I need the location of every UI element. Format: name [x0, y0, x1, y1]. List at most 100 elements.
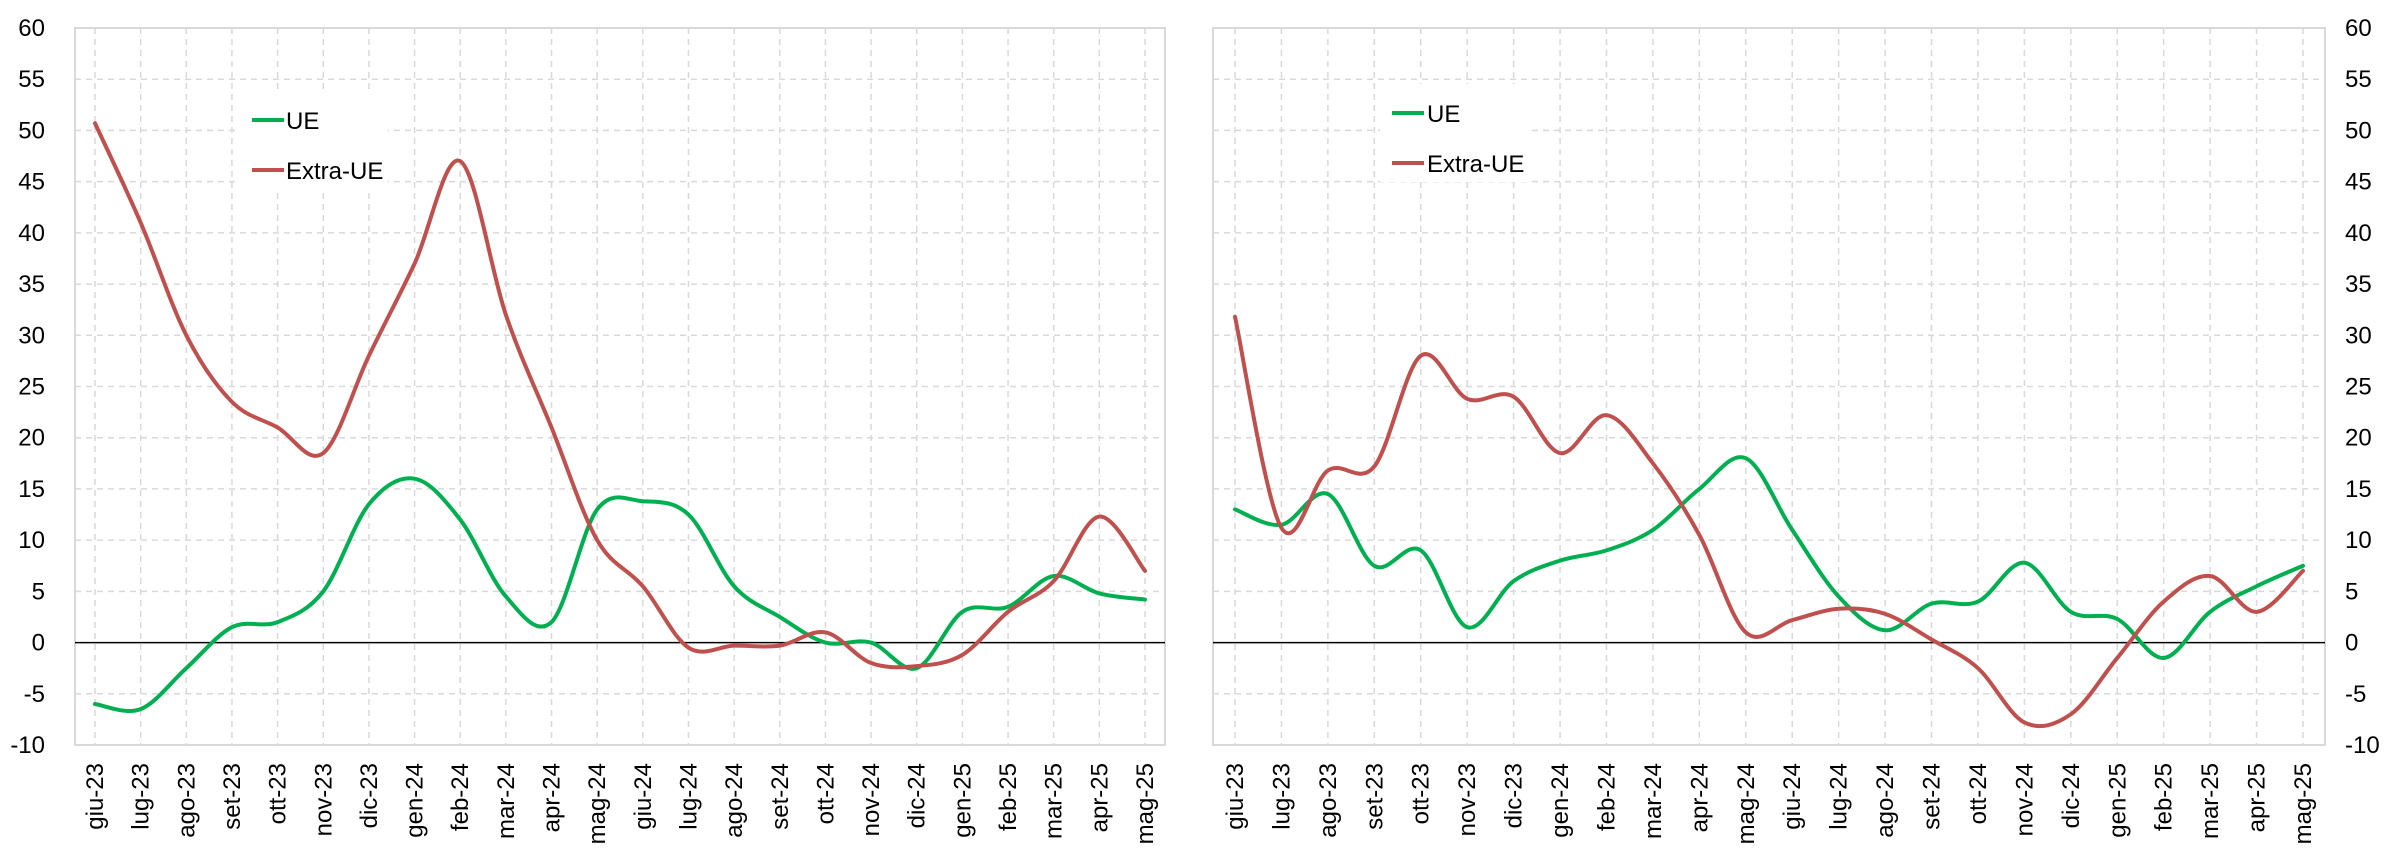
x-tick-label: gen-25 [2104, 763, 2131, 838]
legend-label-extra-ue: Extra-UE [1427, 151, 1524, 178]
y-tick-label: 60 [2345, 15, 2372, 42]
x-tick-label: apr-24 [539, 763, 566, 832]
y-tick-label: -10 [2345, 732, 2380, 759]
x-tick-label: set-23 [219, 763, 246, 830]
series-lines [1233, 314, 2305, 729]
x-tick-label: apr-24 [1686, 763, 1713, 832]
x-tick-label: dic-24 [2058, 763, 2085, 828]
y-tick-label: 60 [18, 15, 45, 42]
x-tick-label: giu-23 [1222, 763, 1249, 830]
y-tick-label: 5 [2345, 578, 2358, 605]
x-tick-label: nov-23 [310, 763, 337, 836]
y-tick-label: -5 [2345, 681, 2366, 708]
x-tick-label: nov-24 [858, 763, 885, 836]
y-tick-label: 30 [18, 322, 45, 349]
x-tick-label: lug-23 [1268, 763, 1295, 830]
x-tick-label: set-24 [767, 763, 794, 830]
x-tick-label: ago-24 [721, 763, 748, 838]
x-tick-label: nov-24 [2011, 763, 2038, 836]
series-line-extra-ue [1233, 314, 2305, 729]
x-tick-label: lug-23 [128, 763, 155, 830]
x-axis-ticks: giu-23 lug-23 ago-23 set-23 ott-23 nov-23 dic-… [82, 763, 1159, 844]
x-tick-label: mag-24 [1733, 763, 1760, 844]
x-tick-label: mar-24 [493, 763, 520, 839]
y-tick-label: 0 [32, 630, 45, 657]
y-tick-label: 35 [18, 271, 45, 298]
x-tick-label: giu-23 [82, 763, 109, 830]
x-tick-label: mag-24 [584, 763, 611, 844]
legend-label-extra-ue: Extra-UE [286, 158, 383, 185]
x-tick-label: ott-23 [1408, 763, 1435, 824]
series-line-extra-ue [93, 121, 1147, 670]
legend: UE Extra-UE [238, 92, 388, 190]
x-tick-label: mar-24 [1640, 763, 1667, 839]
y-tick-label: 10 [18, 527, 45, 554]
y-tick-label: 20 [2345, 425, 2372, 452]
y-tick-label: 25 [18, 374, 45, 401]
y-tick-label: -5 [24, 681, 45, 708]
y-tick-label: 30 [2345, 322, 2372, 349]
x-tick-label: giu-24 [630, 763, 657, 830]
x-tick-label: feb-25 [2151, 763, 2178, 831]
series-line-ue [1233, 455, 2305, 660]
x-tick-label: lug-24 [675, 763, 702, 830]
y-tick-label: 55 [2345, 66, 2372, 93]
x-axis-ticks: giu-23 lug-23 ago-23 set-23 ott-23 nov-23 dic-… [1222, 763, 2317, 844]
legend-label-ue: UE [1427, 101, 1460, 128]
y-tick-label: 50 [2345, 117, 2372, 144]
gridlines [1213, 27, 2325, 745]
x-tick-label: set-24 [1919, 763, 1946, 830]
x-tick-label: nov-23 [1454, 763, 1481, 836]
x-tick-label: ott-23 [265, 763, 292, 824]
y-tick-label: 55 [18, 66, 45, 93]
y-tick-label: 0 [2345, 630, 2358, 657]
x-tick-label: apr-25 [2244, 763, 2271, 832]
y-tick-label: 50 [18, 117, 45, 144]
x-tick-label: gen-25 [949, 763, 976, 838]
x-tick-label: gen-24 [402, 763, 429, 838]
y-tick-label: 15 [2345, 476, 2372, 503]
x-tick-label: ott-24 [1965, 763, 1992, 824]
x-tick-label: mar-25 [2197, 763, 2224, 839]
x-tick-label: dic-23 [356, 763, 383, 828]
y-tick-label: 40 [2345, 220, 2372, 247]
y-tick-label: 35 [2345, 271, 2372, 298]
x-tick-label: ago-24 [1872, 763, 1899, 838]
legend-background [238, 92, 388, 190]
y-tick-label: 40 [18, 220, 45, 247]
x-tick-label: giu-24 [1779, 763, 1806, 830]
x-tick-label: feb-25 [995, 763, 1022, 831]
y-tick-label: 45 [2345, 169, 2372, 196]
x-tick-label: mag-25 [1132, 763, 1159, 844]
x-tick-label: feb-24 [447, 763, 474, 831]
x-tick-label: apr-25 [1086, 763, 1113, 832]
x-tick-label: mar-25 [1041, 763, 1068, 839]
series-lines [93, 121, 1147, 713]
legend-label-ue: UE [286, 108, 319, 135]
x-tick-label: dic-23 [1501, 763, 1528, 828]
x-tick-label: ago-23 [173, 763, 200, 838]
x-tick-label: ago-23 [1315, 763, 1342, 838]
x-tick-label: ott-24 [812, 763, 839, 824]
y-tick-label: 5 [32, 578, 45, 605]
y-tick-label: 25 [2345, 374, 2372, 401]
y-tick-label: 10 [2345, 527, 2372, 554]
legend-background [1380, 84, 1530, 182]
x-tick-label: gen-24 [1547, 763, 1574, 838]
x-tick-label: set-23 [1361, 763, 1388, 830]
legend: UE Extra-UE [1380, 84, 1530, 182]
y-tick-label: 15 [18, 476, 45, 503]
y-tick-label: 20 [18, 425, 45, 452]
x-tick-label: lug-24 [1826, 763, 1853, 830]
x-tick-label: mag-25 [2290, 763, 2317, 844]
y-tick-label: -10 [10, 732, 45, 759]
x-tick-label: dic-24 [904, 763, 931, 828]
x-tick-label: feb-24 [1593, 763, 1620, 831]
series-line-ue [93, 476, 1147, 713]
y-tick-label: 45 [18, 169, 45, 196]
